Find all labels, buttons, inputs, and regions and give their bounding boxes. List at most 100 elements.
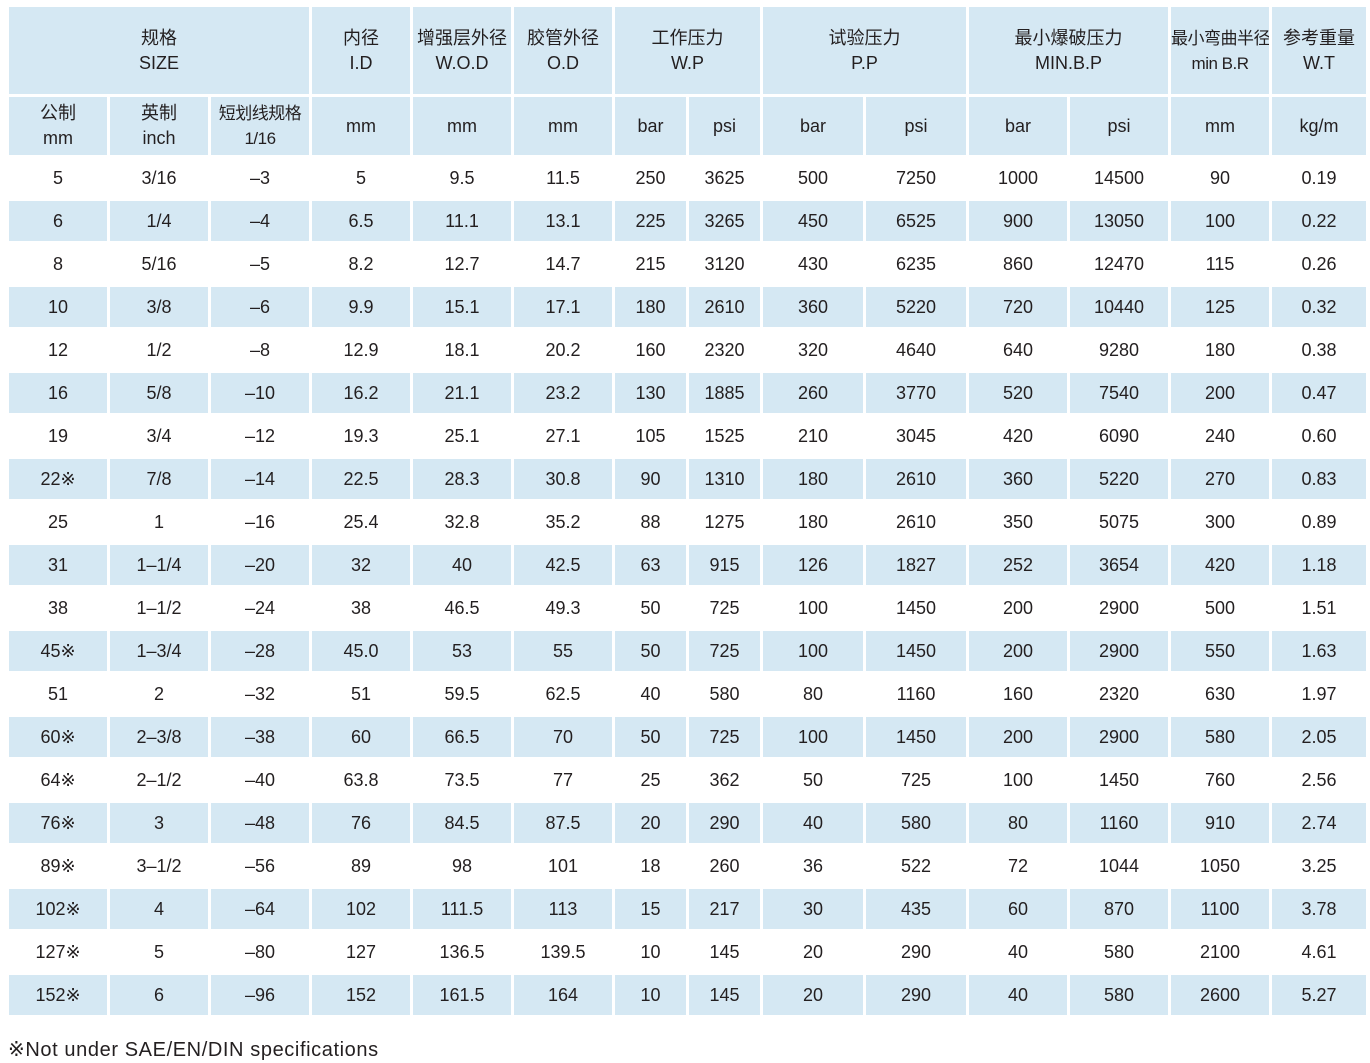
unit-cell: bar (615, 97, 687, 155)
table-cell: 5 (9, 158, 107, 198)
table-cell: 10440 (1070, 287, 1169, 327)
table-cell: 6235 (866, 244, 967, 284)
table-cell: 76 (312, 803, 411, 843)
table-cell: 8 (9, 244, 107, 284)
header-wod: 增强层外径 W.O.D (413, 7, 512, 94)
table-cell: 5 (312, 158, 411, 198)
table-cell: 3/4 (110, 416, 208, 456)
table-cell: 64※ (9, 760, 107, 800)
table-cell: 5/8 (110, 373, 208, 413)
table-cell: –4 (211, 201, 310, 241)
header-pp: 试验压力 P.P (763, 7, 967, 94)
table-cell: 20 (763, 975, 864, 1015)
table-cell: 1–1/4 (110, 545, 208, 585)
table-row: 5 3/16 –3 5 9.5 11.5 250 3625 500 7250 1000 14500 90… (9, 158, 1367, 198)
table-cell: 290 (866, 975, 967, 1015)
table-cell: 200 (969, 588, 1068, 628)
table-cell: 300 (1171, 502, 1270, 542)
table-cell: 25.1 (413, 416, 512, 456)
table-cell: 40 (763, 803, 864, 843)
table-cell: 51 (9, 674, 107, 714)
table-cell: 180 (763, 502, 864, 542)
table-cell: 63 (615, 545, 687, 585)
table-cell: 1050 (1171, 846, 1270, 886)
table-cell: 100 (969, 760, 1068, 800)
table-cell: 66.5 (413, 717, 512, 757)
table-cell: 45.0 (312, 631, 411, 671)
table-cell: 145 (689, 932, 761, 972)
table-cell: 89 (312, 846, 411, 886)
table-cell: 3625 (689, 158, 761, 198)
table-cell: 60※ (9, 717, 107, 757)
table-cell: 160 (969, 674, 1068, 714)
table-cell: 23.2 (514, 373, 613, 413)
table-cell: 161.5 (413, 975, 512, 1015)
header-row: 规格 SIZE 内径 I.D 增强层外径 W.O.D 胶管外径 O.D 工作压力… (9, 7, 1367, 94)
table-cell: 36 (763, 846, 864, 886)
table-cell: 1–3/4 (110, 631, 208, 671)
table-row: 102※ 4 –64 102 111.5 113 15 217 30 435 60 870 1100 3.… (9, 889, 1367, 929)
table-cell: 139.5 (514, 932, 613, 972)
table-cell: 2900 (1070, 631, 1169, 671)
table-cell: 72 (969, 846, 1068, 886)
table-cell: 13050 (1070, 201, 1169, 241)
table-cell: 9.5 (413, 158, 512, 198)
table-cell: 90 (615, 459, 687, 499)
table-cell: 20 (763, 932, 864, 972)
table-cell: –56 (211, 846, 310, 886)
table-cell: 16 (9, 373, 107, 413)
table-cell: 21.1 (413, 373, 512, 413)
table-cell: 580 (1070, 975, 1169, 1015)
table-cell: 580 (689, 674, 761, 714)
table-cell: 725 (689, 631, 761, 671)
table-cell: 4640 (866, 330, 967, 370)
table-cell: 15.1 (413, 287, 512, 327)
table-cell: 2 (110, 674, 208, 714)
table-cell: 1827 (866, 545, 967, 585)
table-cell: 102※ (9, 889, 107, 929)
table-cell: 2900 (1070, 588, 1169, 628)
unit-cell: mm (1171, 97, 1270, 155)
table-cell: 5220 (866, 287, 967, 327)
table-cell: 18.1 (413, 330, 512, 370)
table-cell: 38 (9, 588, 107, 628)
table-cell: 522 (866, 846, 967, 886)
unit-cell: bar (969, 97, 1068, 155)
table-cell: 4 (110, 889, 208, 929)
table-cell: 860 (969, 244, 1068, 284)
table-cell: 200 (969, 631, 1068, 671)
table-cell: 1450 (866, 717, 967, 757)
table-cell: 15 (615, 889, 687, 929)
table-body: 5 3/16 –3 5 9.5 11.5 250 3625 500 7250 1000 14500 90… (9, 158, 1367, 1015)
table-cell: 252 (969, 545, 1068, 585)
table-cell: –40 (211, 760, 310, 800)
table-cell: 1000 (969, 158, 1068, 198)
table-cell: 500 (763, 158, 864, 198)
table-cell: 63.8 (312, 760, 411, 800)
table-cell: 98 (413, 846, 512, 886)
table-cell: 2900 (1070, 717, 1169, 757)
table-row: 127※ 5 –80 127 136.5 139.5 10 145 20 290 40 580 2100… (9, 932, 1367, 972)
table-cell: 1 (110, 502, 208, 542)
table-row: 6 1/4 –4 6.5 11.1 13.1 225 3265 450 6525 900 13050 1… (9, 201, 1367, 241)
table-cell: 100 (763, 717, 864, 757)
table-cell: 0.32 (1272, 287, 1367, 327)
table-cell: 3 (110, 803, 208, 843)
table-cell: 3770 (866, 373, 967, 413)
table-cell: 870 (1070, 889, 1169, 929)
table-row: 31 1–1/4 –20 32 40 42.5 63 915 126 1827 252 3654 420… (9, 545, 1367, 585)
header-od: 胶管外径 O.D (514, 7, 613, 94)
table-cell: 53 (413, 631, 512, 671)
table-cell: 40 (615, 674, 687, 714)
table-cell: 32.8 (413, 502, 512, 542)
table-cell: 350 (969, 502, 1068, 542)
table-cell: 50 (615, 717, 687, 757)
header-id: 内径 I.D (312, 7, 411, 94)
table-cell: 3.25 (1272, 846, 1367, 886)
table-cell: 640 (969, 330, 1068, 370)
table-cell: 1450 (866, 588, 967, 628)
table-cell: 2.74 (1272, 803, 1367, 843)
table-cell: 725 (866, 760, 967, 800)
table-cell: 1160 (1070, 803, 1169, 843)
table-cell: 76※ (9, 803, 107, 843)
